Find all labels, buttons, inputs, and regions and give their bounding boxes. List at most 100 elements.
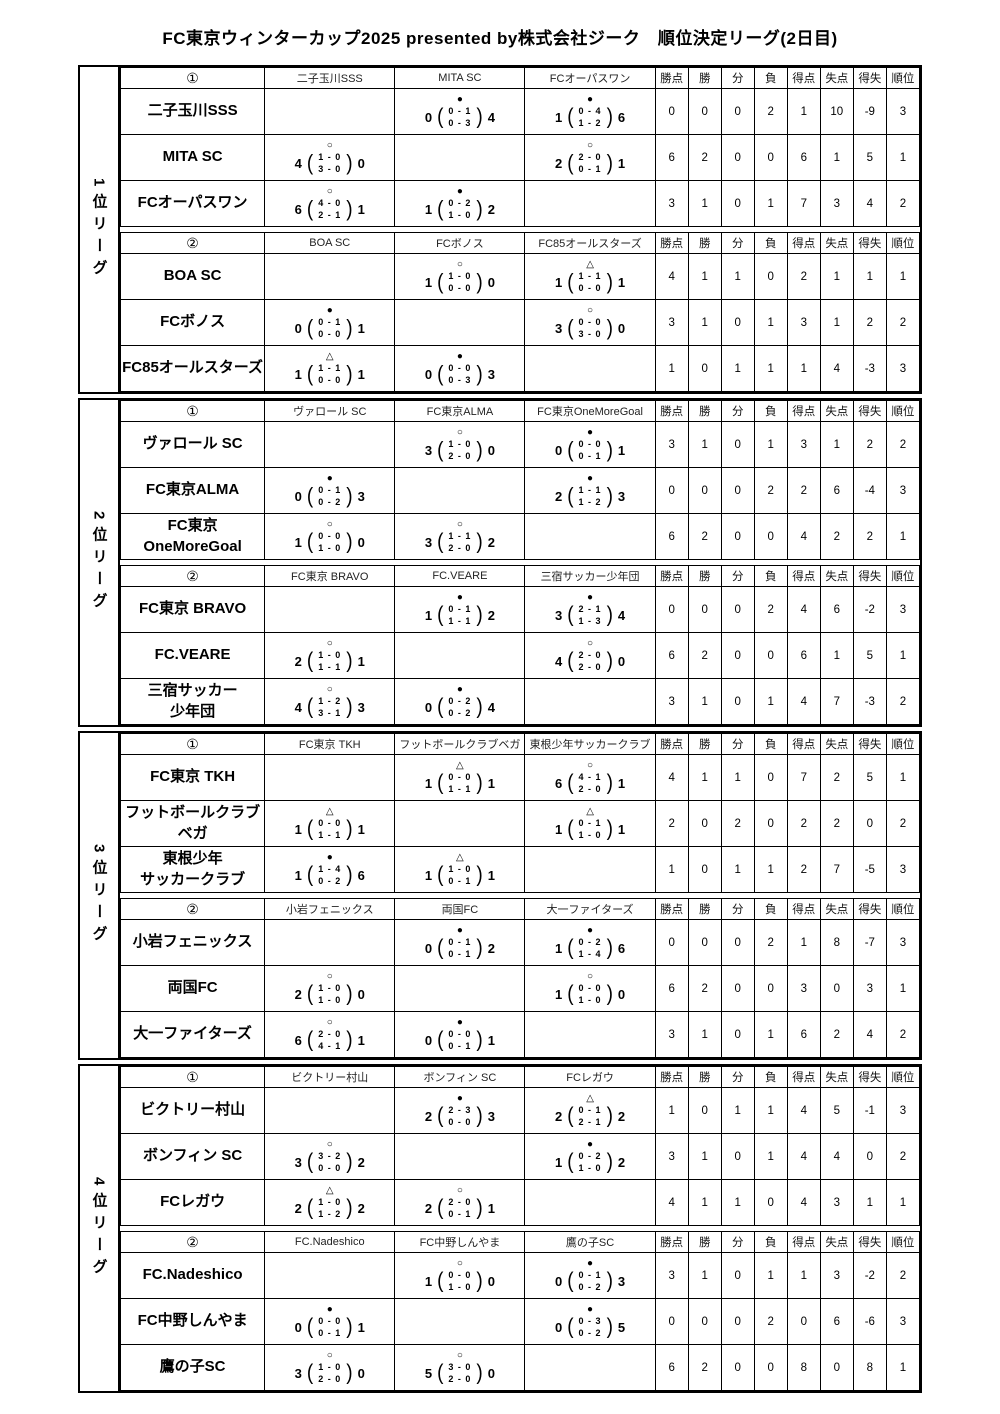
stat-draws: 1 xyxy=(720,253,755,300)
open-paren: ( xyxy=(567,770,574,795)
diagonal-cell xyxy=(524,1344,656,1391)
stat-header-losses: 負 xyxy=(753,67,788,89)
close-paren: ) xyxy=(606,269,613,294)
stat-header-goals-against: 失点 xyxy=(819,400,854,422)
diagonal-cell xyxy=(264,1087,396,1134)
stat-losses: 0 xyxy=(753,632,788,679)
stat-losses: 1 xyxy=(753,846,788,893)
stat-points: 0 xyxy=(654,467,689,514)
total-goals-for: 3 xyxy=(554,608,563,623)
stat-draws: 0 xyxy=(720,134,755,181)
diagonal-cell xyxy=(524,180,656,227)
stat-wins: 2 xyxy=(687,134,722,181)
league-blocks: ① ビクトリー村山 ボンフィン SC FCレガウ 勝点勝分負得点 失点 得失 順位 ビクトリー村… xyxy=(119,1066,921,1391)
stat-losses: 0 xyxy=(753,253,788,300)
win-circle-icon: ○ xyxy=(326,186,333,198)
total-goals-against: 1 xyxy=(487,868,495,883)
stat-losses: 1 xyxy=(753,1252,788,1299)
team-name: FCレガウ xyxy=(119,1179,266,1226)
diagonal-cell xyxy=(264,88,396,135)
total-goals-for: 3 xyxy=(294,1155,302,1170)
opponent-header: FCレガウ xyxy=(524,1066,656,1088)
close-paren: ) xyxy=(346,483,353,508)
stat-goals-against: 7 xyxy=(819,678,854,725)
total-goals-against: 3 xyxy=(617,1274,626,1289)
second-half-score: 0 - 0 xyxy=(448,282,472,293)
second-half-score: 3 - 1 xyxy=(318,707,342,718)
stat-goal-diff: -2 xyxy=(852,1252,887,1299)
stat-header-goals-for: 得点 xyxy=(786,898,821,920)
stat-header-goals-against: 失点 xyxy=(819,733,854,755)
diagonal-cell xyxy=(264,586,396,633)
first-half-score: 3 - 2 xyxy=(318,1151,342,1162)
stat-rank: 3 xyxy=(885,1298,921,1345)
total-goals-for: 2 xyxy=(554,156,563,171)
first-half-score: 0 - 1 xyxy=(318,485,342,496)
total-goals-against: 1 xyxy=(357,654,365,669)
opponent-header: BOA SC xyxy=(264,232,396,254)
stat-header-points: 勝点 xyxy=(654,733,689,755)
stat-goals-against: 8 xyxy=(819,919,854,966)
total-goals-for: 2 xyxy=(424,1201,433,1216)
stat-header-losses: 負 xyxy=(753,733,788,755)
stat-wins: 1 xyxy=(687,1179,722,1226)
opponent-header: 三宿サッカー少年団 xyxy=(524,565,656,587)
header-row: ② BOA SC FCボノス FC85オールスターズ 勝点勝分負得点 失点 得失 順位 xyxy=(119,232,921,254)
block-number: ① xyxy=(119,400,266,422)
second-half-score: 0 - 0 xyxy=(448,1116,472,1127)
stat-goals-for: 6 xyxy=(786,134,821,181)
team-name: FC中野しんやま xyxy=(119,1298,266,1345)
stat-goal-diff: 4 xyxy=(852,1011,887,1058)
stat-header-rank: 順位 xyxy=(885,565,921,587)
open-paren: ( xyxy=(306,1195,314,1220)
first-half-score: 1 - 1 xyxy=(578,485,602,496)
total-goals-for: 6 xyxy=(294,202,302,217)
total-goals-against: 6 xyxy=(357,868,365,883)
stat-rank: 2 xyxy=(885,1133,921,1180)
stat-goals-for: 4 xyxy=(786,1179,821,1226)
stat-header-goals-against: 失点 xyxy=(819,1066,854,1088)
second-half-score: 4 - 1 xyxy=(318,1040,342,1051)
total-goals-against: 0 xyxy=(487,275,495,290)
stat-losses: 1 xyxy=(753,421,788,468)
team-name: 東根少年 サッカークラブ xyxy=(119,846,266,893)
first-half-score: 1 - 1 xyxy=(448,531,472,542)
opponent-header: FCオーパスワン xyxy=(524,67,656,89)
total-goals-against: 0 xyxy=(617,321,626,336)
diagonal-cell xyxy=(394,1133,526,1180)
diagonal-cell xyxy=(394,965,526,1012)
stat-losses: 0 xyxy=(753,1179,788,1226)
header-row: ① ヴァロール SC FC東京ALMA FC東京OneMoreGoal 勝点勝分負得点失… xyxy=(119,400,921,422)
stat-rank: 1 xyxy=(885,253,921,300)
open-paren: ( xyxy=(567,648,574,673)
open-paren: ( xyxy=(567,104,574,129)
